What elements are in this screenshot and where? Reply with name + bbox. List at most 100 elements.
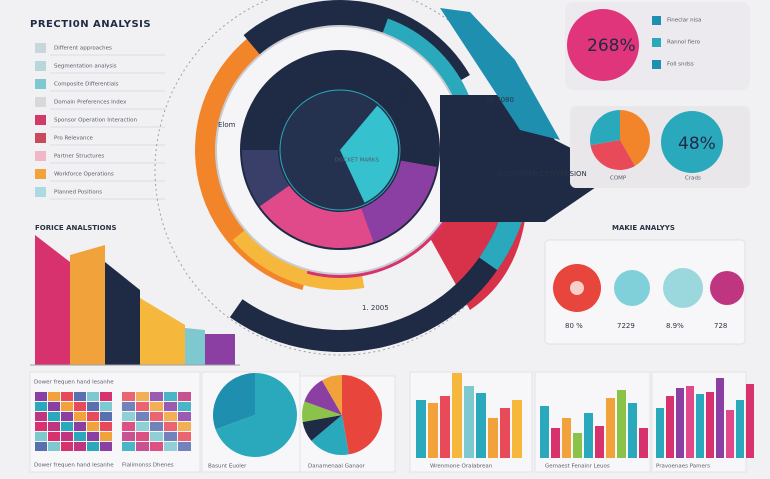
decor-bar xyxy=(656,408,664,458)
label: Planned Positions xyxy=(54,190,102,196)
label: 80 % xyxy=(565,322,583,330)
heat-cell xyxy=(48,442,60,451)
heat-cell xyxy=(136,422,149,431)
legend-swatch xyxy=(35,151,46,161)
inner-ring xyxy=(242,150,290,207)
heat-cell xyxy=(136,392,149,401)
heat-cell xyxy=(150,432,163,441)
decor-bar xyxy=(584,413,593,458)
heat-cell xyxy=(100,432,112,441)
heat-cell xyxy=(48,412,60,421)
heat-cell xyxy=(150,412,163,421)
decor-bar xyxy=(573,433,582,458)
heat-cell xyxy=(178,402,191,411)
label: COMP xyxy=(610,176,627,182)
banner-top xyxy=(440,8,560,140)
heat-cell xyxy=(87,442,99,451)
market-icon-core xyxy=(570,281,584,295)
decor-bar xyxy=(452,373,462,458)
decor-bar xyxy=(70,245,105,365)
heat-cell xyxy=(74,402,86,411)
heat-cell xyxy=(178,392,191,401)
core-slice xyxy=(340,105,398,203)
heat-cell xyxy=(136,412,149,421)
decor-bar xyxy=(476,393,486,458)
labels: Different approaches Segmentation analysi… xyxy=(34,18,727,470)
label: DOCKET MARKS xyxy=(335,158,380,164)
decor-bar xyxy=(205,334,235,365)
label: Rannol fiero xyxy=(667,40,701,46)
pie-slice xyxy=(213,373,255,430)
legend-swatch xyxy=(35,61,46,71)
heat-cell xyxy=(100,412,112,421)
decor-bar xyxy=(551,428,560,458)
icon xyxy=(652,38,661,47)
heat-cell xyxy=(48,402,60,411)
label: Workforce Operations xyxy=(54,172,114,178)
heat-cell xyxy=(100,392,112,401)
pie-slice xyxy=(590,140,635,171)
heat-cell xyxy=(164,412,177,421)
label: 20 7080 xyxy=(485,96,514,104)
legend-swatch xyxy=(35,115,46,125)
legend-swatch xyxy=(35,169,46,179)
heat-cell xyxy=(61,442,73,451)
icon xyxy=(652,60,661,69)
heat-cell xyxy=(178,442,191,451)
label: Elom xyxy=(218,121,236,129)
graphics xyxy=(29,0,754,473)
banner xyxy=(440,95,618,222)
heat-cell xyxy=(74,412,86,421)
heat-cell xyxy=(136,442,149,451)
label: MAKIE ANALYYS xyxy=(612,224,675,232)
heat-cell xyxy=(87,402,99,411)
heat-cell xyxy=(35,392,47,401)
pie-slice xyxy=(302,415,342,441)
heat-cell xyxy=(150,402,163,411)
heat-cell xyxy=(100,402,112,411)
label: Pro Relevance xyxy=(54,136,93,142)
decor-bar xyxy=(440,396,450,458)
heat-cell xyxy=(150,422,163,431)
heat-cell xyxy=(87,392,99,401)
pie-slice xyxy=(304,380,342,415)
heat-cell xyxy=(136,402,149,411)
label: Gemaest Fenainr Leuos xyxy=(545,464,610,470)
label: 2 xyxy=(398,88,409,108)
label: Foll sndss xyxy=(667,62,694,68)
heat-cell xyxy=(35,442,47,451)
heat-cell xyxy=(164,422,177,431)
heat-cell xyxy=(122,402,135,411)
market-icon xyxy=(710,271,744,305)
label: 7229 xyxy=(617,322,635,330)
heat-cell xyxy=(122,442,135,451)
label: Wrenmone Oralabrean xyxy=(430,464,493,470)
decor-bar xyxy=(696,394,704,458)
heat-cell xyxy=(48,422,60,431)
decor-bar xyxy=(746,384,754,458)
heat-cell xyxy=(61,412,73,421)
heat-cell xyxy=(122,392,135,401)
pie-slice xyxy=(215,373,298,458)
label: Different approaches xyxy=(54,46,112,52)
label: Crads xyxy=(685,176,701,182)
label: 8.9% xyxy=(666,322,684,330)
heat-cell xyxy=(74,392,86,401)
decor-bar xyxy=(716,378,724,458)
decor-bar xyxy=(428,403,438,458)
label: Basunt Euoler xyxy=(208,464,247,470)
label: Fineclar nisa xyxy=(667,18,701,24)
heat-cell xyxy=(61,392,73,401)
pie-slice xyxy=(302,401,342,422)
heat-cell xyxy=(35,432,47,441)
label: Composite Differentials xyxy=(54,82,119,88)
heat-cell xyxy=(35,402,47,411)
heat-cell xyxy=(48,432,60,441)
kpi-circle xyxy=(661,111,723,173)
heat-cell xyxy=(164,402,177,411)
label: COSTUMER CONVERSION xyxy=(498,170,587,178)
pie-slice xyxy=(590,110,620,146)
decor-bar xyxy=(706,392,714,458)
pie-slice xyxy=(620,110,651,166)
